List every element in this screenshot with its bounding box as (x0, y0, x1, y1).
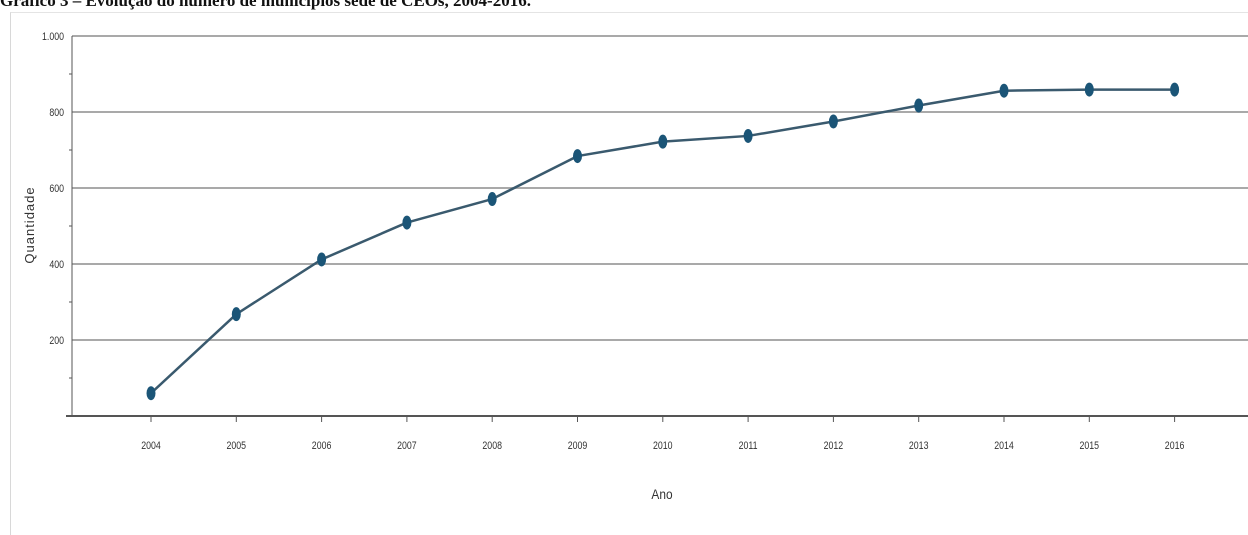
y-tick-label: 800 (49, 107, 64, 119)
data-point (147, 386, 156, 400)
x-tick-label: 2012 (824, 440, 844, 452)
x-tick-label: 2016 (1165, 440, 1185, 452)
y-tick-label: 600 (49, 183, 64, 195)
x-tick-label: 2014 (994, 440, 1014, 452)
x-tick-label: 2010 (653, 440, 673, 452)
x-tick-label: 2013 (909, 440, 929, 452)
data-point (1000, 84, 1009, 98)
y-tick-label: 200 (49, 335, 64, 347)
x-tick-label: 2004 (141, 440, 161, 452)
gridlines (72, 36, 1248, 340)
y-tick-label: 1.000 (42, 31, 64, 43)
data-point (317, 252, 326, 266)
y-tick-label: 400 (49, 259, 64, 271)
y-axis-title: Quantidade (22, 186, 37, 263)
x-tick-labels: 2004 2005 2006 2007 2008 2009 2010 2011 2012 2013… (141, 440, 1185, 452)
data-point (658, 135, 667, 149)
data-point (1170, 83, 1179, 97)
data-point (914, 99, 923, 113)
x-tick-label: 2009 (568, 440, 588, 452)
data-point (744, 129, 753, 143)
x-tick-label: 2005 (227, 440, 247, 452)
data-point (402, 216, 411, 230)
x-tick-label: 2007 (397, 440, 417, 452)
data-point (232, 307, 241, 321)
data-point (573, 149, 582, 163)
data-point (488, 192, 497, 206)
data-point (1085, 83, 1094, 97)
data-point (829, 115, 838, 129)
x-axis-title: Ano (651, 486, 672, 502)
y-tick-labels: 200 400 600 800 1.000 (42, 31, 64, 347)
x-tick-label: 2006 (312, 440, 332, 452)
series (147, 83, 1180, 401)
axes (66, 36, 1248, 422)
x-tick-label: 2015 (1080, 440, 1100, 452)
x-tick-label: 2008 (482, 440, 502, 452)
x-tick-label: 2011 (739, 440, 758, 452)
